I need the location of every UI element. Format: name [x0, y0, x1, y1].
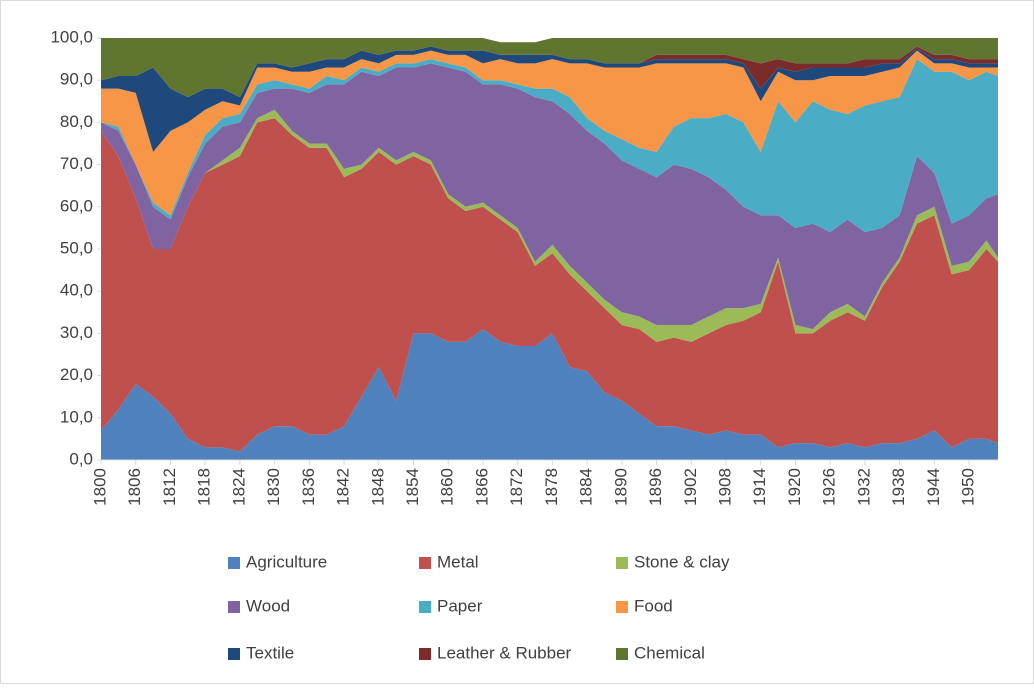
area	[101, 118, 998, 452]
x-tick-label: 1950	[959, 468, 978, 506]
legend-swatch	[419, 648, 431, 660]
x-tick-label: 1926	[820, 468, 839, 506]
y-tick-label: 70,0	[60, 154, 93, 173]
legend-label: Stone & clay	[634, 552, 730, 571]
area	[101, 63, 998, 330]
x-tick-label: 1818	[195, 468, 214, 506]
x-tick-label: 1914	[750, 468, 769, 506]
x-tick-label: 1896	[646, 468, 665, 506]
x-tick-label: 1878	[542, 468, 561, 506]
x-tick-label: 1806	[125, 468, 144, 506]
legend-label: Leather & Rubber	[437, 643, 572, 662]
x-tick-label: 1872	[507, 468, 526, 506]
y-tick-label: 80,0	[60, 112, 93, 131]
area	[101, 59, 998, 233]
x-tick-label: 1884	[577, 468, 596, 506]
x-tick-label: 1860	[438, 468, 457, 506]
x-tick-label: 1836	[299, 468, 318, 506]
x-tick-label: 1908	[715, 468, 734, 506]
x-tick-label: 1830	[264, 468, 283, 506]
legend-swatch	[616, 601, 628, 613]
area	[101, 38, 998, 98]
legend-label: Agriculture	[246, 552, 327, 571]
x-tick-label: 1890	[611, 468, 630, 506]
x-tick-label: 1866	[472, 468, 491, 506]
area	[101, 46, 998, 152]
legend-swatch	[228, 601, 240, 613]
x-tick-label: 1842	[334, 468, 353, 506]
legend-swatch	[616, 557, 628, 569]
x-tick-label: 1920	[785, 468, 804, 506]
x-tick-label: 1932	[854, 468, 873, 506]
legend-swatch	[228, 648, 240, 660]
legend-label: Textile	[246, 643, 294, 662]
x-tick-label: 1938	[889, 468, 908, 506]
y-tick-label: 40,0	[60, 281, 93, 300]
x-tick-label: 1848	[368, 468, 387, 506]
legend-label: Chemical	[634, 643, 705, 662]
legend-swatch	[419, 557, 431, 569]
legend-swatch	[616, 648, 628, 660]
y-tick-label: 90,0	[60, 70, 93, 89]
x-tick-label: 1812	[160, 468, 179, 506]
x-tick-label: 1854	[403, 468, 422, 506]
y-tick-label: 60,0	[60, 196, 93, 215]
x-tick-label: 1944	[924, 468, 943, 506]
area	[101, 50, 998, 216]
x-tick-label: 1824	[229, 468, 248, 506]
x-tick-label: 1902	[681, 468, 700, 506]
legend-label: Food	[634, 596, 673, 615]
y-tick-label: 50,0	[60, 238, 93, 257]
y-tick-label: 0,0	[69, 449, 93, 468]
x-tick-label: 1800	[90, 468, 109, 506]
y-tick-label: 100,0	[50, 27, 93, 46]
y-tick-label: 10,0	[60, 407, 93, 426]
legend-label: Paper	[437, 596, 483, 615]
area	[101, 329, 998, 460]
legend-label: Wood	[246, 596, 290, 615]
legend-swatch	[419, 601, 431, 613]
y-tick-label: 20,0	[60, 365, 93, 384]
legend-swatch	[228, 557, 240, 569]
y-tick-label: 30,0	[60, 323, 93, 342]
legend-label: Metal	[437, 552, 479, 571]
